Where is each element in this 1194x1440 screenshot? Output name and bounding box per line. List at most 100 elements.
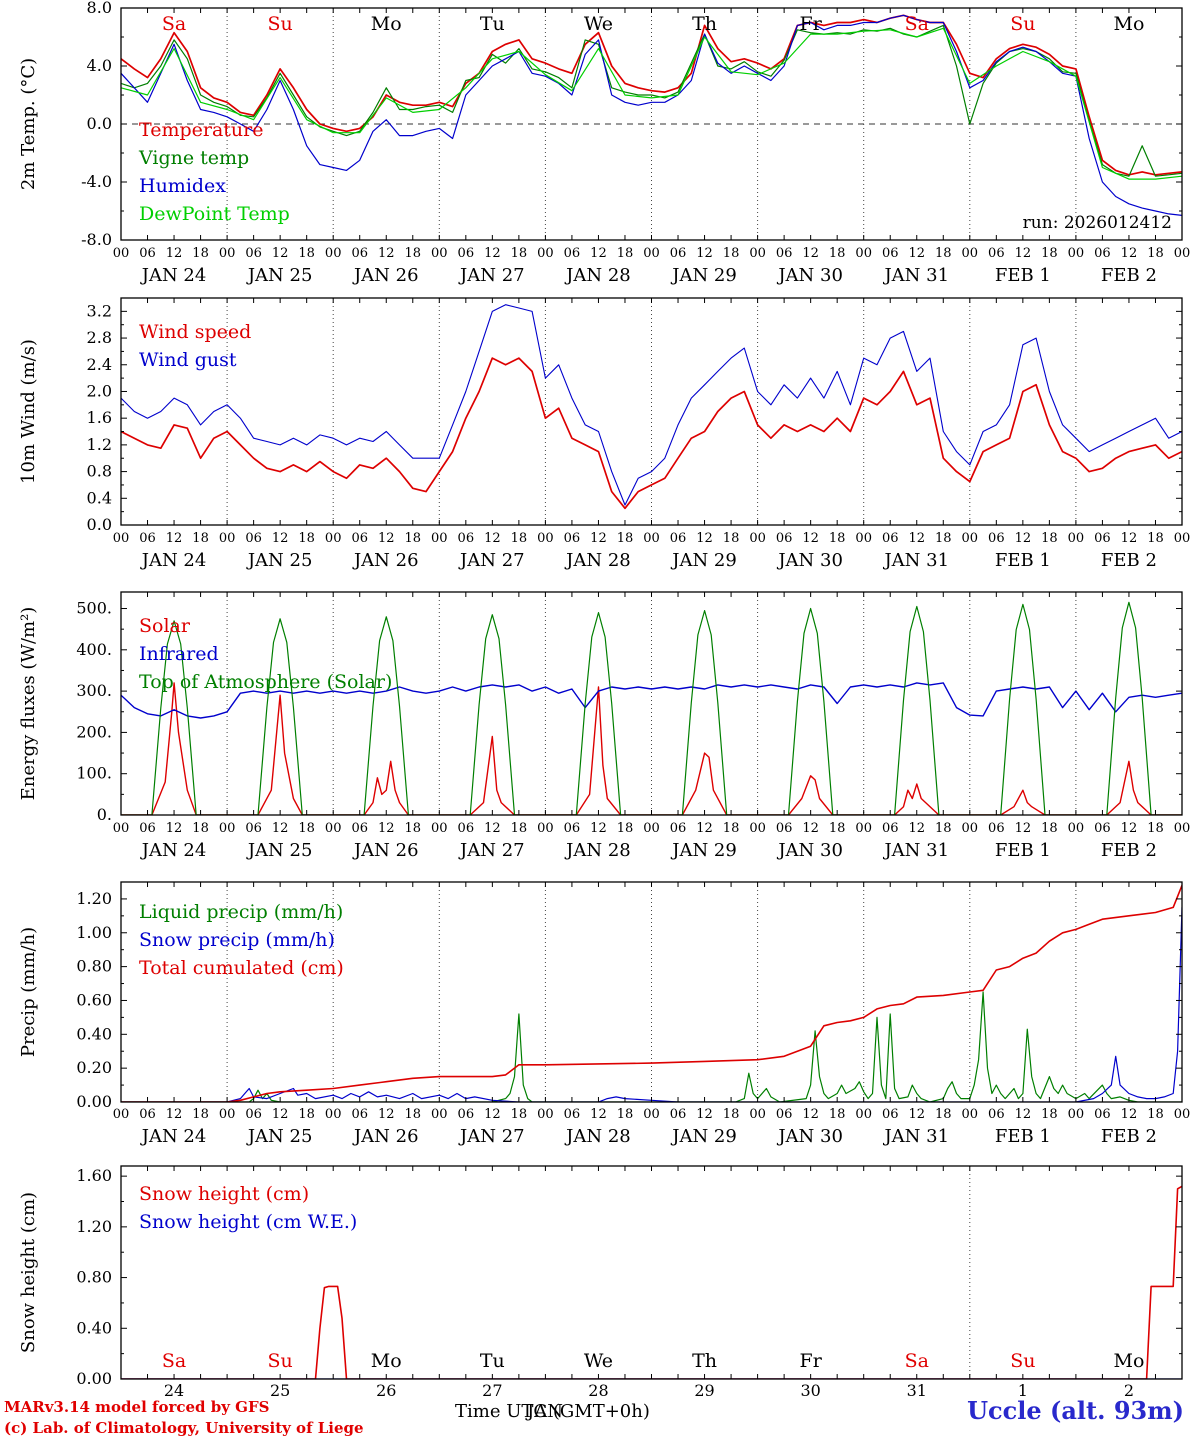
hour-tick-label: 00 (855, 531, 872, 546)
hour-tick-label: 18 (935, 821, 952, 836)
day-name-top: Mo (371, 13, 402, 35)
day-name-inner: Sa (162, 1350, 186, 1372)
hour-tick-label: 12 (484, 246, 501, 261)
date-label: JAN 31 (882, 840, 949, 861)
date-label: JAN 31 (882, 550, 949, 571)
hour-tick-label: 12 (590, 821, 607, 836)
y-tick-label: 2.8 (87, 328, 112, 347)
hour-tick-label: 18 (511, 246, 528, 261)
day-gridlines (226, 882, 1077, 1102)
chart-svg-4: 0.00 0.40 0.80 1.20 1.60 Snow height (cm) Sa Su… (18, 1165, 1183, 1400)
series-liquid-precip (121, 991, 1182, 1102)
hour-tick-label: 18 (935, 1107, 952, 1122)
hour-tick-label: 12 (1015, 531, 1032, 546)
series-snow-precip (121, 906, 1182, 1102)
hour-tick-label: 18 (298, 1107, 315, 1122)
hour-tick-label: 12 (166, 821, 183, 836)
hour-tick-label: 06 (139, 246, 156, 261)
hour-tick-label: 18 (511, 1107, 528, 1122)
y-tick-label: 400. (76, 640, 112, 659)
y-axis-label: 2m Temp. (°C) (18, 58, 39, 190)
hour-tick-label: 12 (908, 531, 925, 546)
y-ticks (121, 7, 1182, 241)
y-tick-label: 0.0 (87, 114, 112, 133)
series-snow-height (121, 1185, 1182, 1379)
hour-tick-label: 06 (351, 531, 368, 546)
hour-tick-label: 12 (484, 1107, 501, 1122)
y-tick-label: 0.00 (76, 1369, 112, 1388)
y-ticks (121, 608, 1182, 816)
y-tick-label: 0.40 (76, 1318, 112, 1337)
y-tick-label: 2.0 (87, 381, 112, 400)
hour-tick-label: 18 (723, 531, 740, 546)
hour-tick-label: 06 (564, 1107, 581, 1122)
hour-tick-label: 00 (643, 531, 660, 546)
hour-tick-label: 06 (1094, 821, 1111, 836)
x-ticks (120, 1166, 1183, 1379)
hour-tick-label: 00 (325, 821, 342, 836)
date-label: FEB 1 (995, 550, 1051, 571)
hour-tick-label: 12 (908, 1107, 925, 1122)
day-name-inner: Mo (371, 1350, 402, 1372)
date-label: JAN 25 (246, 1126, 313, 1147)
hour-tick-label: 00 (855, 821, 872, 836)
series-infrared (121, 682, 1182, 719)
hour-tick-label: 18 (723, 821, 740, 836)
date-label: JAN 27 (458, 265, 525, 286)
hour-tick-label: 06 (245, 531, 262, 546)
hour-tick-label: 00 (1068, 1107, 1085, 1122)
day-name-top: Su (1010, 13, 1035, 35)
hour-tick-label: 12 (590, 1107, 607, 1122)
hour-tick-label: 06 (776, 1107, 793, 1122)
date-label: FEB 2 (1101, 550, 1157, 571)
day-gridlines (226, 592, 1077, 815)
hour-tick-label: 12 (696, 1107, 713, 1122)
hour-tick-label: 06 (670, 821, 687, 836)
legend-toa-solar: Top of Atmosphere (Solar) (139, 671, 392, 693)
series-dewpoint-temp (121, 27, 1182, 180)
hour-tick-label: 18 (829, 531, 846, 546)
x-ticks (120, 8, 1183, 240)
hour-tick-label: 12 (272, 1107, 289, 1122)
date-label: JAN 29 (670, 840, 737, 861)
date-label: JAN 30 (776, 840, 843, 861)
hour-tick-label: 06 (882, 246, 899, 261)
hour-tick-label: 12 (166, 246, 183, 261)
hour-tick-label: 06 (351, 1107, 368, 1122)
series-group (121, 304, 1182, 510)
hour-tick-label: 12 (166, 1107, 183, 1122)
y-ticks (121, 898, 1182, 1103)
date-label: FEB 2 (1101, 840, 1157, 861)
day-name-top: Fr (800, 13, 823, 35)
y-tick-label: 0. (97, 805, 112, 824)
legend-total-cumulated: Total cumulated (cm) (139, 957, 344, 979)
legend-humidex: Humidex (139, 175, 226, 197)
hour-tick-label: 00 (1174, 821, 1191, 836)
date-label: FEB 2 (1101, 265, 1157, 286)
day-name-inner: Th (692, 1350, 717, 1372)
day-number-label: 29 (694, 1381, 714, 1400)
y-tick-label: 0.20 (76, 1058, 112, 1077)
hour-tick-label: 18 (298, 821, 315, 836)
series-group (121, 14, 1182, 216)
hour-tick-label: 12 (908, 821, 925, 836)
hour-tick-label: 12 (696, 531, 713, 546)
hour-tick-label: 06 (776, 246, 793, 261)
day-name-inner: Sa (905, 1350, 929, 1372)
day-name-inner: Mo (1113, 1350, 1144, 1372)
date-label: JAN 24 (140, 840, 207, 861)
hour-tick-label: 06 (458, 246, 475, 261)
hour-tick-label: 00 (113, 246, 130, 261)
hour-tick-label: 00 (1174, 246, 1191, 261)
hour-tick-label: 12 (696, 821, 713, 836)
hour-tick-label: 18 (405, 246, 422, 261)
panel-snow-height: 0.00 0.40 0.80 1.20 1.60 Snow height (cm) Sa Su… (0, 1164, 1194, 1410)
hour-tick-label: 18 (1041, 246, 1058, 261)
hour-tick-label: 12 (802, 821, 819, 836)
hour-tick-label: 12 (696, 246, 713, 261)
hour-tick-label: 00 (1068, 246, 1085, 261)
legend-wind-gust: Wind gust (139, 349, 237, 371)
hour-tick-label: 12 (378, 821, 395, 836)
day-name-inner: Tu (480, 1350, 505, 1372)
